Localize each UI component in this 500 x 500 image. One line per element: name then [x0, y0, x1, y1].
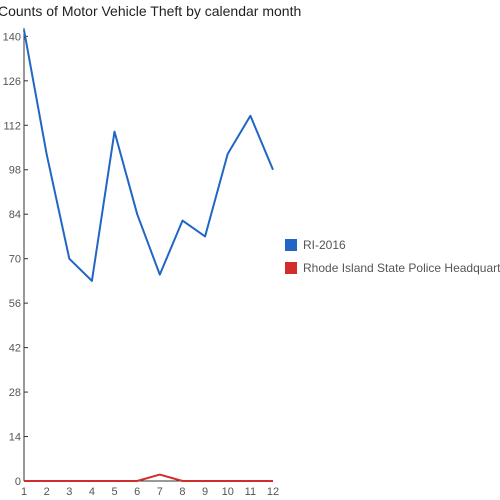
x-tick-labels: 1 2 3 4 5 6 7 8 9 10 11 12: [21, 486, 279, 498]
x-tick-label: 5: [111, 486, 117, 498]
y-tick-label: 140: [3, 31, 21, 43]
y-tick-label: 56: [9, 298, 21, 310]
x-tick-label: 11: [245, 486, 256, 498]
y-tick-label: 70: [9, 254, 21, 266]
legend: RI-2016 Rhode Island State Police Headqu…: [285, 238, 500, 284]
y-tick-label: 42: [9, 343, 21, 355]
x-tick-label: 1: [21, 486, 27, 498]
legend-item-ri-2016[interactable]: RI-2016: [285, 238, 500, 252]
legend-item-state-police[interactable]: Rhode Island State Police Headquarters: [285, 261, 500, 275]
x-tick-label: 4: [89, 486, 95, 498]
y-tick-label: 14: [9, 432, 21, 444]
chart-title: Counts of Motor Vehicle Theft by calenda…: [0, 3, 302, 19]
x-tick-label: 10: [222, 486, 234, 498]
x-tick-label: 7: [157, 486, 163, 498]
y-tick-label: 84: [9, 209, 21, 221]
legend-label-state-police: Rhode Island State Police Headquarters: [303, 261, 500, 275]
x-tick-label: 3: [66, 486, 72, 498]
y-tick-label: 98: [9, 165, 21, 177]
x-tick-label: 9: [202, 486, 208, 498]
legend-swatch-ri-2016: [285, 239, 297, 251]
series-line-0[interactable]: [23, 29, 274, 282]
y-tick-label: 0: [15, 476, 21, 488]
y-tick-label: 28: [9, 387, 21, 399]
x-tick-label: 8: [179, 486, 185, 498]
series-line-1[interactable]: [24, 473, 273, 482]
x-tick-label: 12: [267, 486, 279, 498]
y-tick-label: 126: [3, 76, 21, 88]
x-tick-label: 2: [44, 486, 50, 498]
x-tick-label: 6: [134, 486, 140, 498]
legend-label-ri-2016: RI-2016: [303, 238, 346, 252]
legend-swatch-state-police: [285, 262, 297, 274]
series-lines: [23, 29, 274, 482]
y-tick-label: 112: [3, 120, 21, 132]
y-tick-labels: 0 14 28 42 56 70 84 98 112 126 140: [3, 31, 28, 488]
